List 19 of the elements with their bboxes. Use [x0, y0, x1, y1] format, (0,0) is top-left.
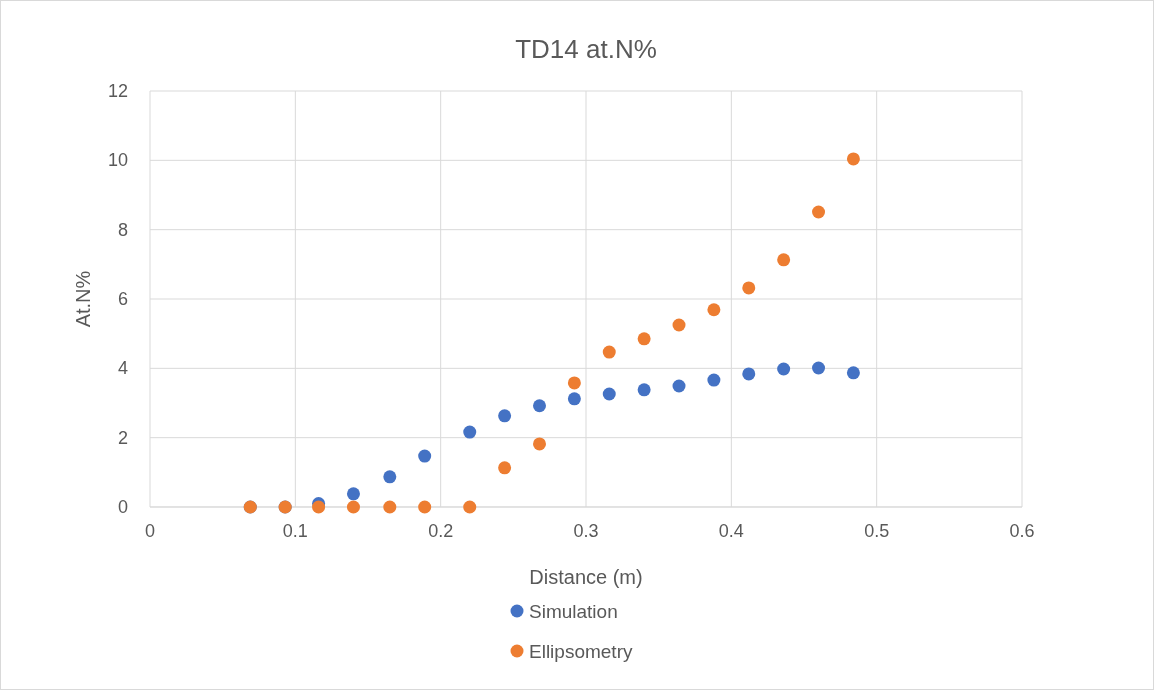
legend-label: Simulation	[529, 601, 618, 622]
y-tick-label: 0	[117, 497, 128, 517]
legend-label: Ellipsometry	[529, 641, 633, 662]
y-tick-label: 4	[117, 358, 128, 379]
y-tick-label: 6	[117, 289, 128, 309]
x-tick-label: 0.1	[282, 521, 308, 541]
chart-title: TD14 at.N%	[515, 34, 657, 64]
x-axis-title: Distance (m)	[529, 566, 643, 588]
y-tick-label: 8	[117, 219, 128, 240]
y-tick-label: 12	[107, 81, 128, 101]
y-axis-title: At.N%	[72, 270, 94, 328]
x-tick-label: 0	[144, 521, 156, 541]
x-tick-label: 0.6	[1009, 521, 1035, 541]
x-tick-label: 0.4	[718, 521, 744, 541]
y-tick-label: 2	[117, 427, 128, 448]
x-tick-label: 0.2	[428, 521, 454, 541]
y-tick-label: 10	[107, 150, 128, 171]
x-tick-label: 0.5	[864, 521, 890, 541]
x-tick-label: 0.3	[573, 521, 599, 541]
